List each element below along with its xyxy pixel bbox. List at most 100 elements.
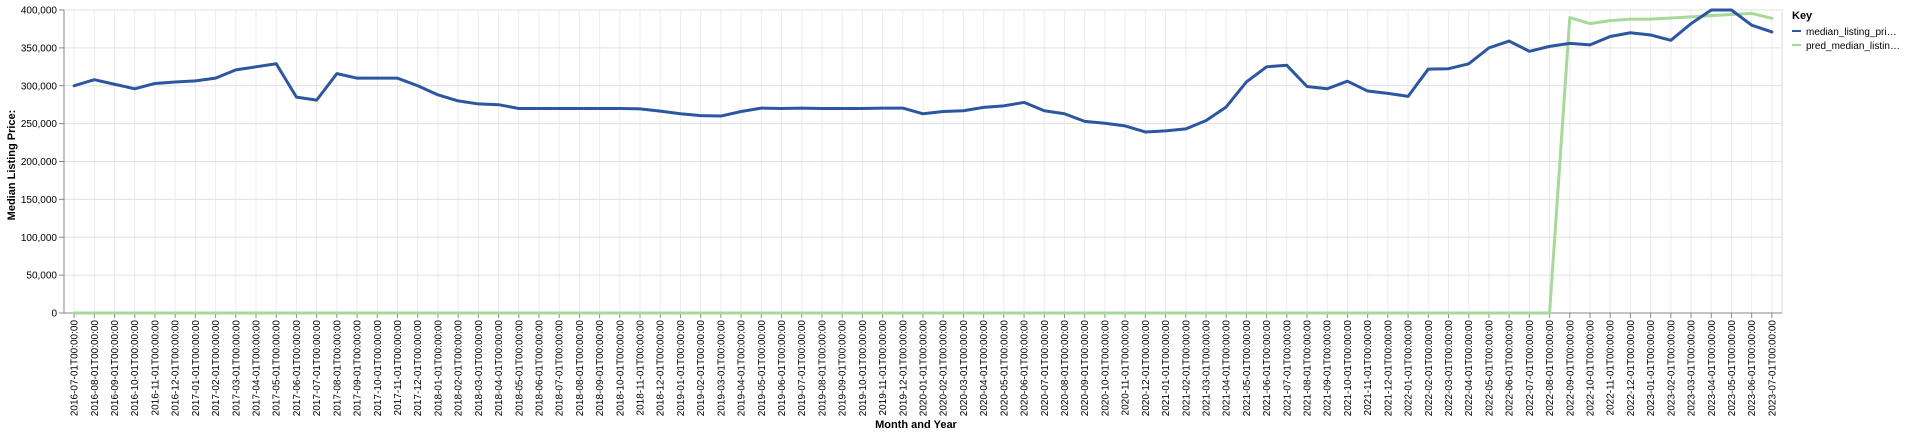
y-tick-label: 50,000: [26, 271, 57, 282]
x-tick-label: 2017-10-01T00:00:00: [373, 320, 384, 417]
x-tick-label: 2020-11-01T00:00:00: [1121, 320, 1132, 416]
x-tick-label: 2022-11-01T00:00:00: [1606, 320, 1617, 416]
legend-label-pred: pred_median_listin…: [1806, 41, 1900, 52]
x-tick-label: 2023-03-01T00:00:00: [1687, 320, 1698, 417]
x-tick-label: 2021-10-01T00:00:00: [1343, 320, 1354, 417]
x-tick-label: 2020-07-01T00:00:00: [1040, 320, 1051, 417]
y-tick-label: 250,000: [21, 119, 58, 130]
x-tick-label: 2020-01-01T00:00:00: [919, 320, 930, 417]
x-tick-label: 2020-08-01T00:00:00: [1060, 320, 1071, 417]
x-tick-label: 2021-11-01T00:00:00: [1363, 320, 1374, 416]
x-tick-label: 2019-10-01T00:00:00: [858, 320, 869, 417]
x-tick-label: 2020-03-01T00:00:00: [959, 320, 970, 417]
x-tick-label: 2021-03-01T00:00:00: [1201, 320, 1212, 417]
x-axis: 2016-07-01T00:00:00 2016-08-01T00:00:00 20…: [64, 312, 1782, 417]
x-tick-label: 2016-08-01T00:00:00: [90, 320, 101, 417]
x-tick-label: 2019-06-01T00:00:00: [777, 320, 788, 417]
x-tick-label: 2017-01-01T00:00:00: [191, 320, 202, 417]
x-tick-label: 2019-04-01T00:00:00: [737, 320, 748, 417]
y-tick-label: 0: [51, 309, 57, 320]
x-tick-label: 2018-10-01T00:00:00: [615, 320, 626, 417]
x-tick-label: 2020-10-01T00:00:00: [1100, 320, 1111, 417]
x-tick-label: 2016-10-01T00:00:00: [130, 320, 141, 417]
x-tick-label: 2022-10-01T00:00:00: [1585, 320, 1596, 417]
x-tick-label: 2022-04-01T00:00:00: [1464, 320, 1475, 417]
series-line-median-listing-price: [72, 8, 1774, 134]
x-tick-label: 2019-12-01T00:00:00: [898, 320, 909, 417]
x-tick-label: 2018-05-01T00:00:00: [514, 320, 525, 417]
y-tick-label: 100,000: [21, 233, 58, 244]
x-tick-label: 2022-07-01T00:00:00: [1525, 320, 1536, 417]
x-tick-label: 2021-01-01T00:00:00: [1161, 320, 1172, 417]
x-tick-label: 2018-12-01T00:00:00: [656, 320, 667, 417]
x-tick-label: 2019-03-01T00:00:00: [716, 320, 727, 417]
legend: Key median_listing_pri… pred_median_list…: [1792, 10, 1900, 52]
x-tick-label: 2021-09-01T00:00:00: [1323, 320, 1334, 417]
x-tick-label: 2021-02-01T00:00:00: [1181, 320, 1192, 417]
legend-title: Key: [1792, 10, 1813, 22]
x-tick-label: 2020-04-01T00:00:00: [979, 320, 990, 417]
x-tick-label: 2022-01-01T00:00:00: [1404, 320, 1415, 417]
x-tick-label: 2017-04-01T00:00:00: [252, 320, 263, 417]
x-tick-label: 2017-11-01T00:00:00: [393, 320, 404, 416]
x-tick-label: 2019-02-01T00:00:00: [696, 320, 707, 417]
y-tick-label: 300,000: [21, 81, 58, 92]
x-tick-label: 2022-08-01T00:00:00: [1545, 320, 1556, 417]
grid-lines: [63, 9, 1783, 314]
x-tick-label: 2017-12-01T00:00:00: [413, 320, 424, 417]
x-axis-title: Month and Year: [875, 419, 957, 431]
x-tick-label: 2023-07-01T00:00:00: [1767, 320, 1778, 417]
x-tick-label: 2016-07-01T00:00:00: [70, 320, 81, 417]
x-tick-label: 2019-11-01T00:00:00: [878, 320, 889, 416]
x-tick-label: 2021-07-01T00:00:00: [1282, 320, 1293, 417]
y-tick-label: 350,000: [21, 43, 58, 54]
x-tick-label: 2018-01-01T00:00:00: [433, 320, 444, 417]
x-tick-label: 2019-05-01T00:00:00: [757, 320, 768, 417]
y-tick-label: 150,000: [21, 195, 58, 206]
x-tick-label: 2019-08-01T00:00:00: [817, 320, 828, 417]
x-tick-label: 2022-05-01T00:00:00: [1484, 320, 1495, 417]
y-axis-title: Median Listing Price:: [6, 110, 18, 221]
x-tick-label: 2021-12-01T00:00:00: [1383, 320, 1394, 417]
x-tick-label: 2018-08-01T00:00:00: [575, 320, 586, 417]
x-tick-label: 2021-08-01T00:00:00: [1303, 320, 1314, 417]
x-tick-label: 2022-09-01T00:00:00: [1565, 320, 1576, 417]
x-tick-label: 2020-12-01T00:00:00: [1141, 320, 1152, 417]
x-tick-label: 2022-06-01T00:00:00: [1505, 320, 1516, 417]
x-tick-label: 2020-05-01T00:00:00: [999, 320, 1010, 417]
x-tick-label: 2019-09-01T00:00:00: [838, 320, 849, 417]
x-tick-label: 2017-06-01T00:00:00: [292, 320, 303, 417]
x-tick-label: 2021-06-01T00:00:00: [1262, 320, 1273, 417]
x-tick-label: 2022-12-01T00:00:00: [1626, 320, 1637, 417]
x-tick-label: 2023-02-01T00:00:00: [1666, 320, 1677, 417]
x-tick-label: 2022-03-01T00:00:00: [1444, 320, 1455, 417]
x-tick-label: 2018-09-01T00:00:00: [595, 320, 606, 417]
x-tick-label: 2018-06-01T00:00:00: [534, 320, 545, 417]
x-tick-label: 2016-12-01T00:00:00: [171, 320, 182, 417]
x-tick-label: 2023-04-01T00:00:00: [1707, 320, 1718, 417]
x-tick-label: 2020-06-01T00:00:00: [1020, 320, 1031, 417]
y-tick-label: 400,000: [21, 6, 58, 17]
x-tick-label: 2018-03-01T00:00:00: [474, 320, 485, 417]
x-tick-label: 2019-01-01T00:00:00: [676, 320, 687, 417]
x-tick-label: 2023-05-01T00:00:00: [1727, 320, 1738, 417]
y-axis: 0 50,000 100,000 150,000 200,000 250,000 300,0…: [21, 6, 65, 320]
x-tick-label: 2017-08-01T00:00:00: [332, 320, 343, 417]
x-tick-label: 2018-04-01T00:00:00: [494, 320, 505, 417]
plot-series: [72, 8, 1774, 315]
legend-label-median: median_listing_pri…: [1806, 27, 1897, 38]
x-tick-label: 2018-11-01T00:00:00: [636, 320, 647, 416]
x-tick-label: 2016-09-01T00:00:00: [110, 320, 121, 417]
x-tick-label: 2017-07-01T00:00:00: [312, 320, 323, 417]
series-line-pred-median-listing-price: [72, 11, 1774, 315]
x-tick-label: 2017-05-01T00:00:00: [272, 320, 283, 417]
x-tick-label: 2017-09-01T00:00:00: [353, 320, 364, 417]
x-tick-label: 2017-02-01T00:00:00: [211, 320, 222, 417]
x-tick-label: 2020-02-01T00:00:00: [939, 320, 950, 417]
x-tick-label: 2021-04-01T00:00:00: [1222, 320, 1233, 417]
x-tick-label: 2019-07-01T00:00:00: [797, 320, 808, 417]
x-tick-label: 2023-01-01T00:00:00: [1646, 320, 1657, 417]
x-tick-label: 2018-02-01T00:00:00: [454, 320, 465, 417]
x-tick-label: 2020-09-01T00:00:00: [1080, 320, 1091, 417]
